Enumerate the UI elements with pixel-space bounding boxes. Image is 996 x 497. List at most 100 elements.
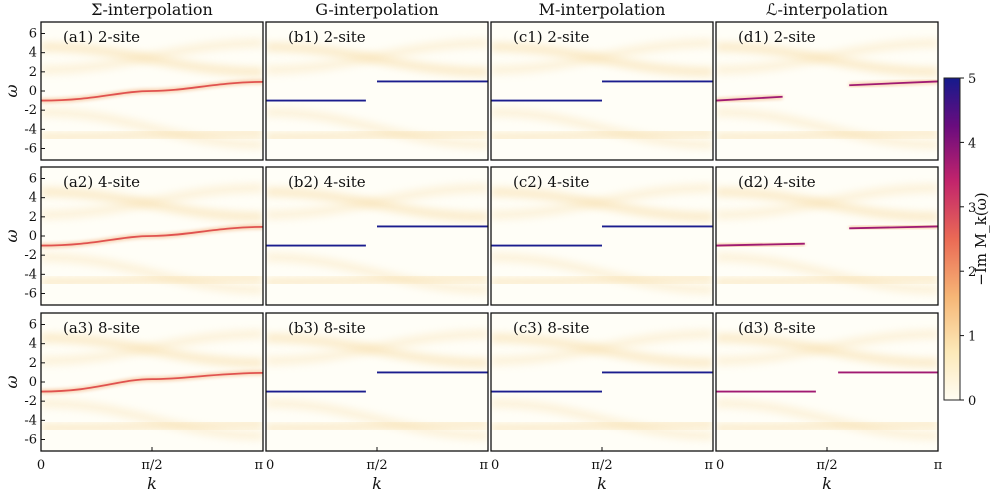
diffuse-weight [266,38,488,75]
diffuse-weight [491,329,713,366]
colorbar: 0 1 2 3 4 5 −Im M_k(ω) [943,72,990,409]
heatmap-panel: (d2) 4-site [715,166,939,306]
quasiparticle-band [849,225,938,230]
diffuse-weight [41,128,263,142]
x-tick-label: π/2 [591,458,612,473]
panel-frame [490,21,714,161]
panel-label: (d3) 8-site [738,319,816,337]
heatmap-panel: (b1) 2-site [265,21,489,161]
diffuse-weight [491,398,713,441]
x-tick-label: π [479,458,488,473]
quasiparticle-band [716,95,783,102]
y-tick-label: 2 [29,210,37,225]
panel-label: (b1) 2-site [288,28,366,46]
panel-label: (c3) 8-site [513,319,590,337]
panel-label: (d2) 4-site [738,173,816,191]
x-axis-label: k [147,474,157,493]
quasiparticle-band [716,242,805,247]
diffuse-weight [266,398,488,441]
diffuse-weight [491,273,713,287]
y-tick-label: -2 [24,248,37,263]
diffuse-weight [716,128,938,142]
panel-frame [265,166,489,306]
x-tick-label: 0 [716,458,724,473]
diffuse-weight [491,107,713,150]
panel-frame [715,166,939,306]
x-tick-label: 0 [491,458,499,473]
x-axis-label: k [822,474,832,493]
x-tick-label: π [934,458,943,473]
y-tick-label: -6 [24,287,37,302]
y-tick-label: -2 [24,394,37,409]
diffuse-weight [41,398,263,441]
heatmap-panel: (a2) 4-site [40,166,264,306]
y-axis-label: ω [2,375,21,388]
panel-frame [490,166,714,306]
x-tick-label: π/2 [816,458,837,473]
heatmap-panel: (c1) 2-site [490,21,714,161]
x-tick-label: π [704,458,713,473]
diffuse-weight [491,419,713,433]
quasiparticle-band [41,371,263,393]
panel-label: (b3) 8-site [288,319,366,337]
diffuse-weight [41,183,263,220]
y-axis-label: ω [2,229,21,242]
diffuse-weight [41,38,263,75]
panel-label: (c2) 4-site [513,173,590,191]
x-axis-label: k [372,474,382,493]
panel-label: (a1) 2-site [63,28,140,46]
diffuse-weight [716,273,938,287]
heatmap-panel: (d3) 8-site [715,312,939,452]
diffuse-weight [266,252,488,295]
heatmap-panel: (c3) 8-site [490,312,714,452]
diffuse-weight [266,273,488,287]
y-tick-label: -4 [24,413,37,428]
panel-label: (c1) 2-site [513,28,590,46]
x-tick-label: π/2 [141,458,162,473]
diffuse-weight [41,329,263,366]
panel-label: (a2) 4-site [63,173,140,191]
diffuse-weight [716,398,938,441]
heatmap-panel: (c2) 4-site [490,166,714,306]
diffuse-weight [716,183,938,220]
x-tick-label: π [254,458,263,473]
heatmap-panel: (b3) 8-site [265,312,489,452]
y-tick-label: -6 [24,433,37,448]
diffuse-weight [716,329,938,366]
y-tick-label: 4 [29,46,37,61]
column-title: M-interpolation [539,0,666,19]
diffuse-weight [266,419,488,433]
y-tick-label: -4 [24,122,37,137]
diffuse-weight [716,252,938,295]
y-tick-label: 0 [29,375,37,390]
quasiparticle-band [41,80,263,102]
diffuse-weight [716,38,938,75]
colorbar-tick-label: 1 [968,330,976,345]
diffuse-weight [491,252,713,295]
y-tick-label: -6 [24,142,37,157]
diffuse-weight [41,419,263,433]
x-tick-label: π/2 [366,458,387,473]
colorbar-tick-label: 5 [968,72,976,87]
y-axis-label: ω [2,84,21,97]
diffuse-weight [491,183,713,220]
quasiparticle-band [41,225,263,247]
quasiparticle-band [849,80,938,87]
heatmap-panel: (b2) 4-site [265,166,489,306]
panel-frame [715,21,939,161]
diffuse-weight [716,419,938,433]
y-tick-label: 4 [29,337,37,352]
heatmap-panel: (a3) 8-site [40,312,264,452]
y-tick-label: 6 [29,27,37,42]
column-title: ℒ-interpolation [766,0,888,19]
colorbar-gradient [943,77,961,401]
heatmap-panel: (d1) 2-site [715,21,939,161]
panel-frame [265,21,489,161]
heatmap-panel: (a1) 2-site [40,21,264,161]
diffuse-weight [491,128,713,142]
colorbar-tick-label: 2 [968,265,976,280]
y-tick-label: 6 [29,318,37,333]
diffuse-weight [41,107,263,150]
x-tick-label: 0 [266,458,274,473]
